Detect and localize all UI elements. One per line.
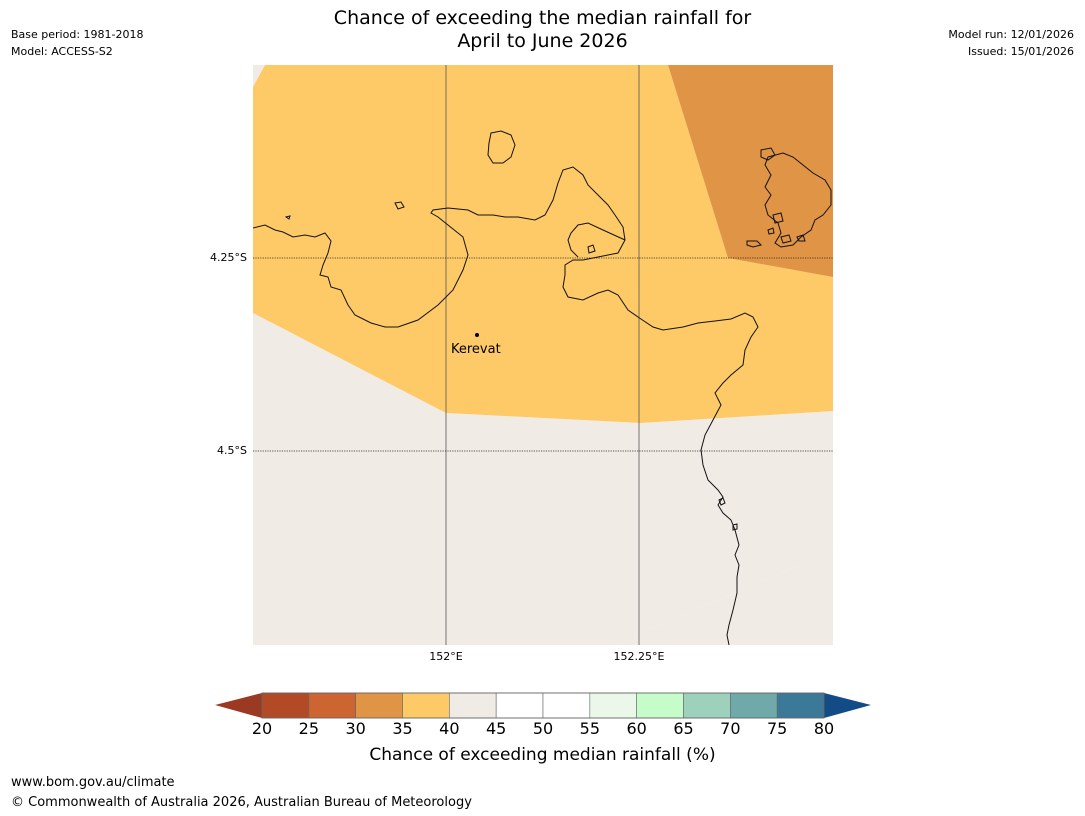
island-cluster-6 — [796, 234, 806, 242]
colorbar-tick-label: 55 — [579, 719, 601, 738]
island-cluster-3 — [746, 240, 762, 248]
model-run-text: Model run: 12/01/2026 — [948, 28, 1074, 41]
colorbar-tick-label: 60 — [626, 719, 647, 738]
colorbar-cells — [261, 692, 825, 719]
region-30-35 — [668, 65, 833, 277]
colorbar — [215, 692, 871, 719]
colorbar-tick-label: 50 — [532, 719, 554, 738]
latitude-label-4-25: 4.25°S — [210, 251, 247, 264]
colorbar-tick-label: 30 — [345, 719, 366, 738]
title-line-1: Chance of exceeding the median rainfall … — [333, 7, 752, 29]
issued-text: Issued: 15/01/2026 — [967, 45, 1074, 58]
region-40-45-body — [253, 313, 833, 645]
colorbar-tick-label: 45 — [485, 719, 507, 738]
colorbar-label: Chance of exceeding median rainfall (%) — [369, 745, 716, 765]
model-info: Base period: 1981-2018 Model: ACCESS-S2 — [11, 26, 143, 60]
colorbar-cell — [776, 692, 825, 719]
colorbar-cell — [308, 692, 356, 719]
place-label-kerevat: Kerevat — [451, 342, 501, 357]
island-north — [487, 130, 516, 164]
kerevat-marker — [475, 333, 479, 337]
model-text: Model: ACCESS-S2 — [11, 45, 113, 58]
islet-south-1 — [718, 497, 726, 506]
latitude-label-4-5: 4.5°S — [217, 444, 247, 457]
rainfall-map — [253, 65, 833, 645]
inlet-islet — [587, 244, 596, 254]
base-period-text: Base period: 1981-2018 — [11, 28, 144, 41]
colorbar-underflow — [215, 693, 262, 718]
title-line-2: April to June 2026 — [457, 30, 628, 52]
coastline-main — [253, 166, 759, 645]
islet-south-2 — [732, 523, 738, 531]
colorbar-cell — [542, 692, 591, 719]
map-title: Chance of exceeding the median rainfall … — [0, 7, 1085, 53]
colorbar-tick-label: 40 — [439, 719, 460, 738]
colorbar-tick-label: 70 — [720, 719, 741, 738]
longitude-label-152-25: 152.25°E — [613, 650, 665, 663]
colorbar-tick-label: 75 — [766, 719, 788, 738]
region-35-40 — [253, 65, 833, 423]
islet-west — [394, 201, 405, 210]
colorbar-cell — [683, 692, 731, 719]
island-cluster-main — [764, 152, 832, 248]
region-40-45 — [253, 65, 833, 645]
colorbar-tick-label: 80 — [813, 719, 835, 738]
island-cluster-4 — [772, 212, 784, 224]
website-link[interactable]: www.bom.gov.au/climate — [11, 775, 175, 790]
colorbar-tick-label: 20 — [251, 719, 273, 738]
island-cluster-5 — [780, 234, 792, 244]
islet-west-2 — [284, 215, 291, 220]
run-info: Model run: 12/01/2026 Issued: 15/01/2026 — [948, 26, 1074, 60]
colorbar-tick-label: 25 — [298, 719, 320, 738]
coastline-bay — [567, 222, 626, 258]
colorbar-cell — [636, 692, 684, 719]
colorbar-tick-label: 35 — [392, 719, 413, 738]
colorbar-tick-label: 65 — [673, 719, 694, 738]
colorbar-cell — [261, 692, 310, 719]
colorbar-cell — [589, 692, 637, 719]
colorbar-cell — [402, 692, 450, 719]
colorbar-outline — [261, 692, 825, 719]
island-cluster-7 — [767, 227, 775, 235]
longitude-label-152: 152°E — [429, 650, 463, 663]
colorbar-cell — [730, 692, 778, 719]
colorbar-overflow — [824, 693, 871, 718]
island-cluster-2 — [760, 147, 776, 161]
coastline — [253, 130, 832, 645]
colorbar-cell — [449, 692, 497, 719]
colorbar-cell — [355, 692, 403, 719]
colorbar-cell — [495, 692, 544, 719]
copyright-text: © Commonwealth of Australia 2026, Austra… — [11, 795, 472, 810]
